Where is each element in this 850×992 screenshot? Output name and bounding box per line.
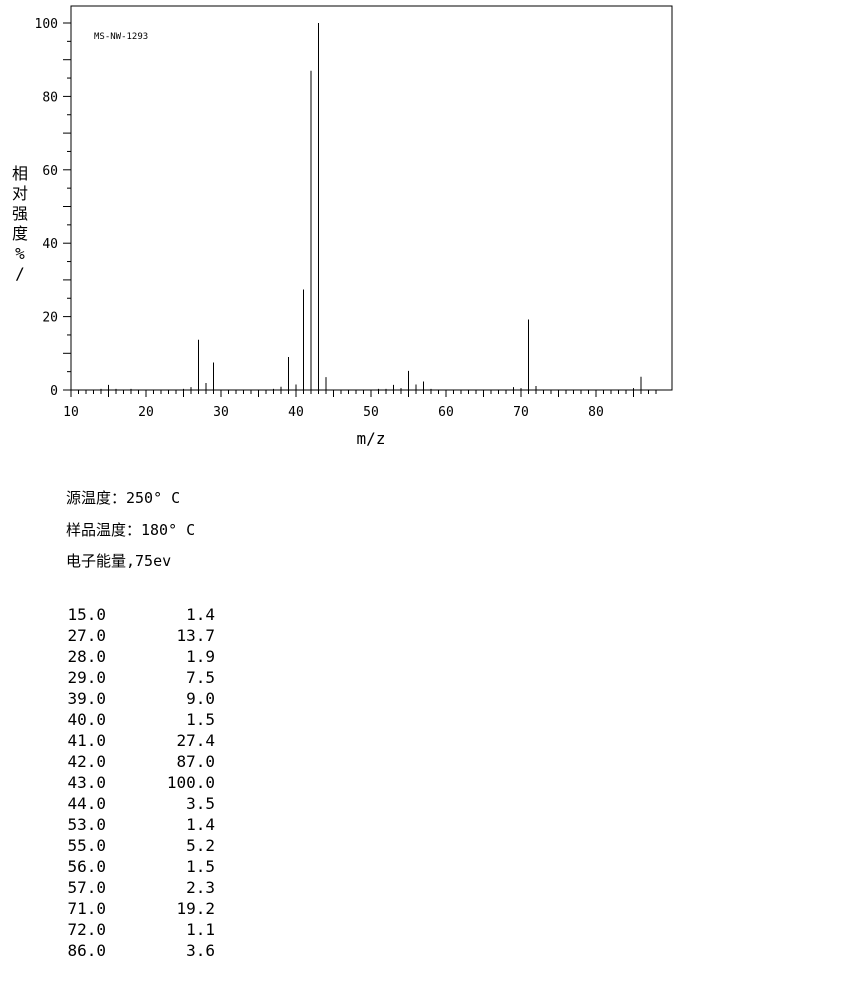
chart-title: MS-NW-1293 [94, 32, 148, 42]
peak-intensity-value: 1.5 [186, 857, 215, 876]
peak-intensity-value: 2.3 [186, 878, 215, 897]
table-row: 57.0 2.3 [60, 877, 260, 898]
peak-mz-value: 72.0 [67, 920, 106, 939]
peak-mz-value: 56.0 [67, 857, 106, 876]
table-row: 39.0 9.0 [60, 688, 260, 709]
plot-frame [70, 5, 673, 391]
table-row: 40.0 1.5 [60, 709, 260, 730]
peak-intensity-value: 1.4 [186, 605, 215, 624]
table-row: 56.0 1.5 [60, 856, 260, 877]
y-tick-label: 40 [42, 237, 58, 252]
peak-intensity-value: 1.1 [186, 920, 215, 939]
peak-intensity-value: 87.0 [176, 752, 215, 771]
y-axis-label: 相对强度% / [12, 164, 28, 283]
peak-intensity-value: 27.4 [176, 731, 215, 750]
peak-mz-value: 43.0 [67, 773, 106, 792]
x-axis-label: m/z [357, 429, 386, 448]
peak-mz-value: 44.0 [67, 794, 106, 813]
peak-mz-value: 41.0 [67, 731, 106, 750]
peak-mz-value: 39.0 [67, 689, 106, 708]
y-tick-label: 20 [42, 311, 58, 326]
peak-intensity-value: 100.0 [166, 773, 215, 792]
peak-intensity-value: 1.5 [186, 710, 215, 729]
peak-mz-value: 29.0 [67, 668, 106, 687]
peak-mz-value: 27.0 [67, 626, 106, 645]
table-row: 86.0 3.6 [60, 940, 260, 961]
sample-temperature: 样品温度：180° C [66, 521, 196, 539]
table-row: 53.0 1.4 [60, 814, 260, 835]
electron-energy: 电子能量,75ev [66, 552, 172, 570]
peak-intensity-value: 13.7 [176, 626, 215, 645]
x-tick-label: 30 [213, 405, 229, 420]
table-row: 28.0 1.9 [60, 646, 260, 667]
table-row: 44.0 3.5 [60, 793, 260, 814]
peak-mz-value: 57.0 [67, 878, 106, 897]
peak-mz-value: 55.0 [67, 836, 106, 855]
peak-mz-value: 53.0 [67, 815, 106, 834]
x-tick-label: 60 [438, 405, 454, 420]
peak-intensity-value: 1.9 [186, 647, 215, 666]
peak-mz-value: 86.0 [67, 941, 106, 960]
peak-intensity-value: 9.0 [186, 689, 215, 708]
mass-spectrum-chart: MS-NW-1293 10 20 30 40 50 60 70 80020406080100 … [12, 5, 673, 448]
x-tick-label: 20 [138, 405, 154, 420]
table-row: 41.0 27.4 [60, 730, 260, 751]
axis-ticks: 10 20 30 40 50 60 70 80 0 20 40 60 80 100 [35, 17, 657, 420]
x-tick-label: 40 [288, 405, 304, 420]
table-row: 27.0 13.7 [60, 625, 260, 646]
peak-intensity-value: 3.5 [186, 794, 215, 813]
source-temperature: 源温度：250° C [66, 489, 181, 507]
y-tick-label: 100 [35, 17, 58, 32]
peak-mz-value: 42.0 [67, 752, 106, 771]
x-tick-label: 50 [363, 405, 379, 420]
y-tick-label: 0 [50, 384, 58, 399]
table-row: 29.0 7.5 [60, 667, 260, 688]
x-tick-label: 10 [63, 405, 79, 420]
table-row: 42.0 87.0 [60, 751, 260, 772]
peak-mz-value: 71.0 [67, 899, 106, 918]
table-row: 55.0 5.2 [60, 835, 260, 856]
y-tick-label: 60 [42, 164, 58, 179]
table-row: 15.0 1.4 [60, 604, 260, 625]
table-row: 71.0 19.2 [60, 898, 260, 919]
peak-intensity-value: 19.2 [176, 899, 215, 918]
peak-mz-value: 28.0 [67, 647, 106, 666]
peak-intensity-value: 1.4 [186, 815, 215, 834]
peak-table: 15.0 1.4 27.0 13.7 28.0 1.9 29.0 7.5 39.0 9.0 40.0… [60, 604, 260, 961]
peak-mz-value: 15.0 [67, 605, 106, 624]
peak-intensity-value: 5.2 [186, 836, 215, 855]
peak-intensity-value: 3.6 [186, 941, 215, 960]
table-row: 72.0 1.1 [60, 919, 260, 940]
x-tick-label: 70 [513, 405, 529, 420]
peak-mz-value: 40.0 [67, 710, 106, 729]
peaks [100, 23, 642, 390]
table-row: 43.0 100.0 [60, 772, 260, 793]
y-tick-label: 80 [42, 90, 58, 105]
x-tick-label: 80 [588, 405, 604, 420]
peak-intensity-value: 7.5 [186, 668, 215, 687]
